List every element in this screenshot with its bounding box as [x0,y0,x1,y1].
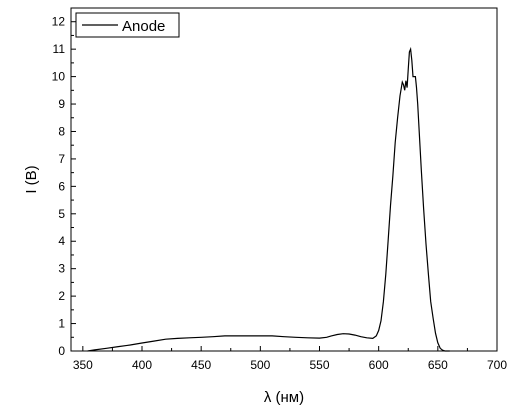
x-tick-label: 450 [191,358,211,372]
y-tick-label: 0 [58,344,65,358]
y-tick-label: 8 [58,124,65,138]
y-tick-label: 5 [58,207,65,221]
series-line-anode [87,46,450,352]
y-tick-label: 12 [52,15,66,29]
y-tick-label: 11 [53,42,66,56]
x-tick-label: 600 [369,358,389,372]
y-tick-label: 1 [58,317,65,331]
y-tick-label: 3 [58,262,65,276]
x-axis-title: λ (нм) [264,389,304,406]
y-axis-title: I (В) [23,165,40,193]
y-tick-label: 4 [58,234,65,248]
x-tick-label: 700 [487,358,507,372]
x-axis: 350 400 450 500 550 600 650 700 [73,346,507,372]
x-tick-label: 650 [428,358,448,372]
legend-label-anode: Anode [122,18,165,35]
y-tick-label: 10 [52,70,66,84]
x-tick-label: 550 [309,358,329,372]
y-tick-label: 9 [58,97,65,111]
x-tick-label: 400 [132,358,152,372]
legend: Anode [75,12,180,38]
y-tick-label: 2 [58,289,65,303]
x-tick-label: 500 [250,358,270,372]
plot-area [70,7,498,352]
x-tick-label: 350 [73,358,93,372]
y-tick-label: 6 [58,179,65,193]
y-tick-label: 7 [58,152,65,166]
